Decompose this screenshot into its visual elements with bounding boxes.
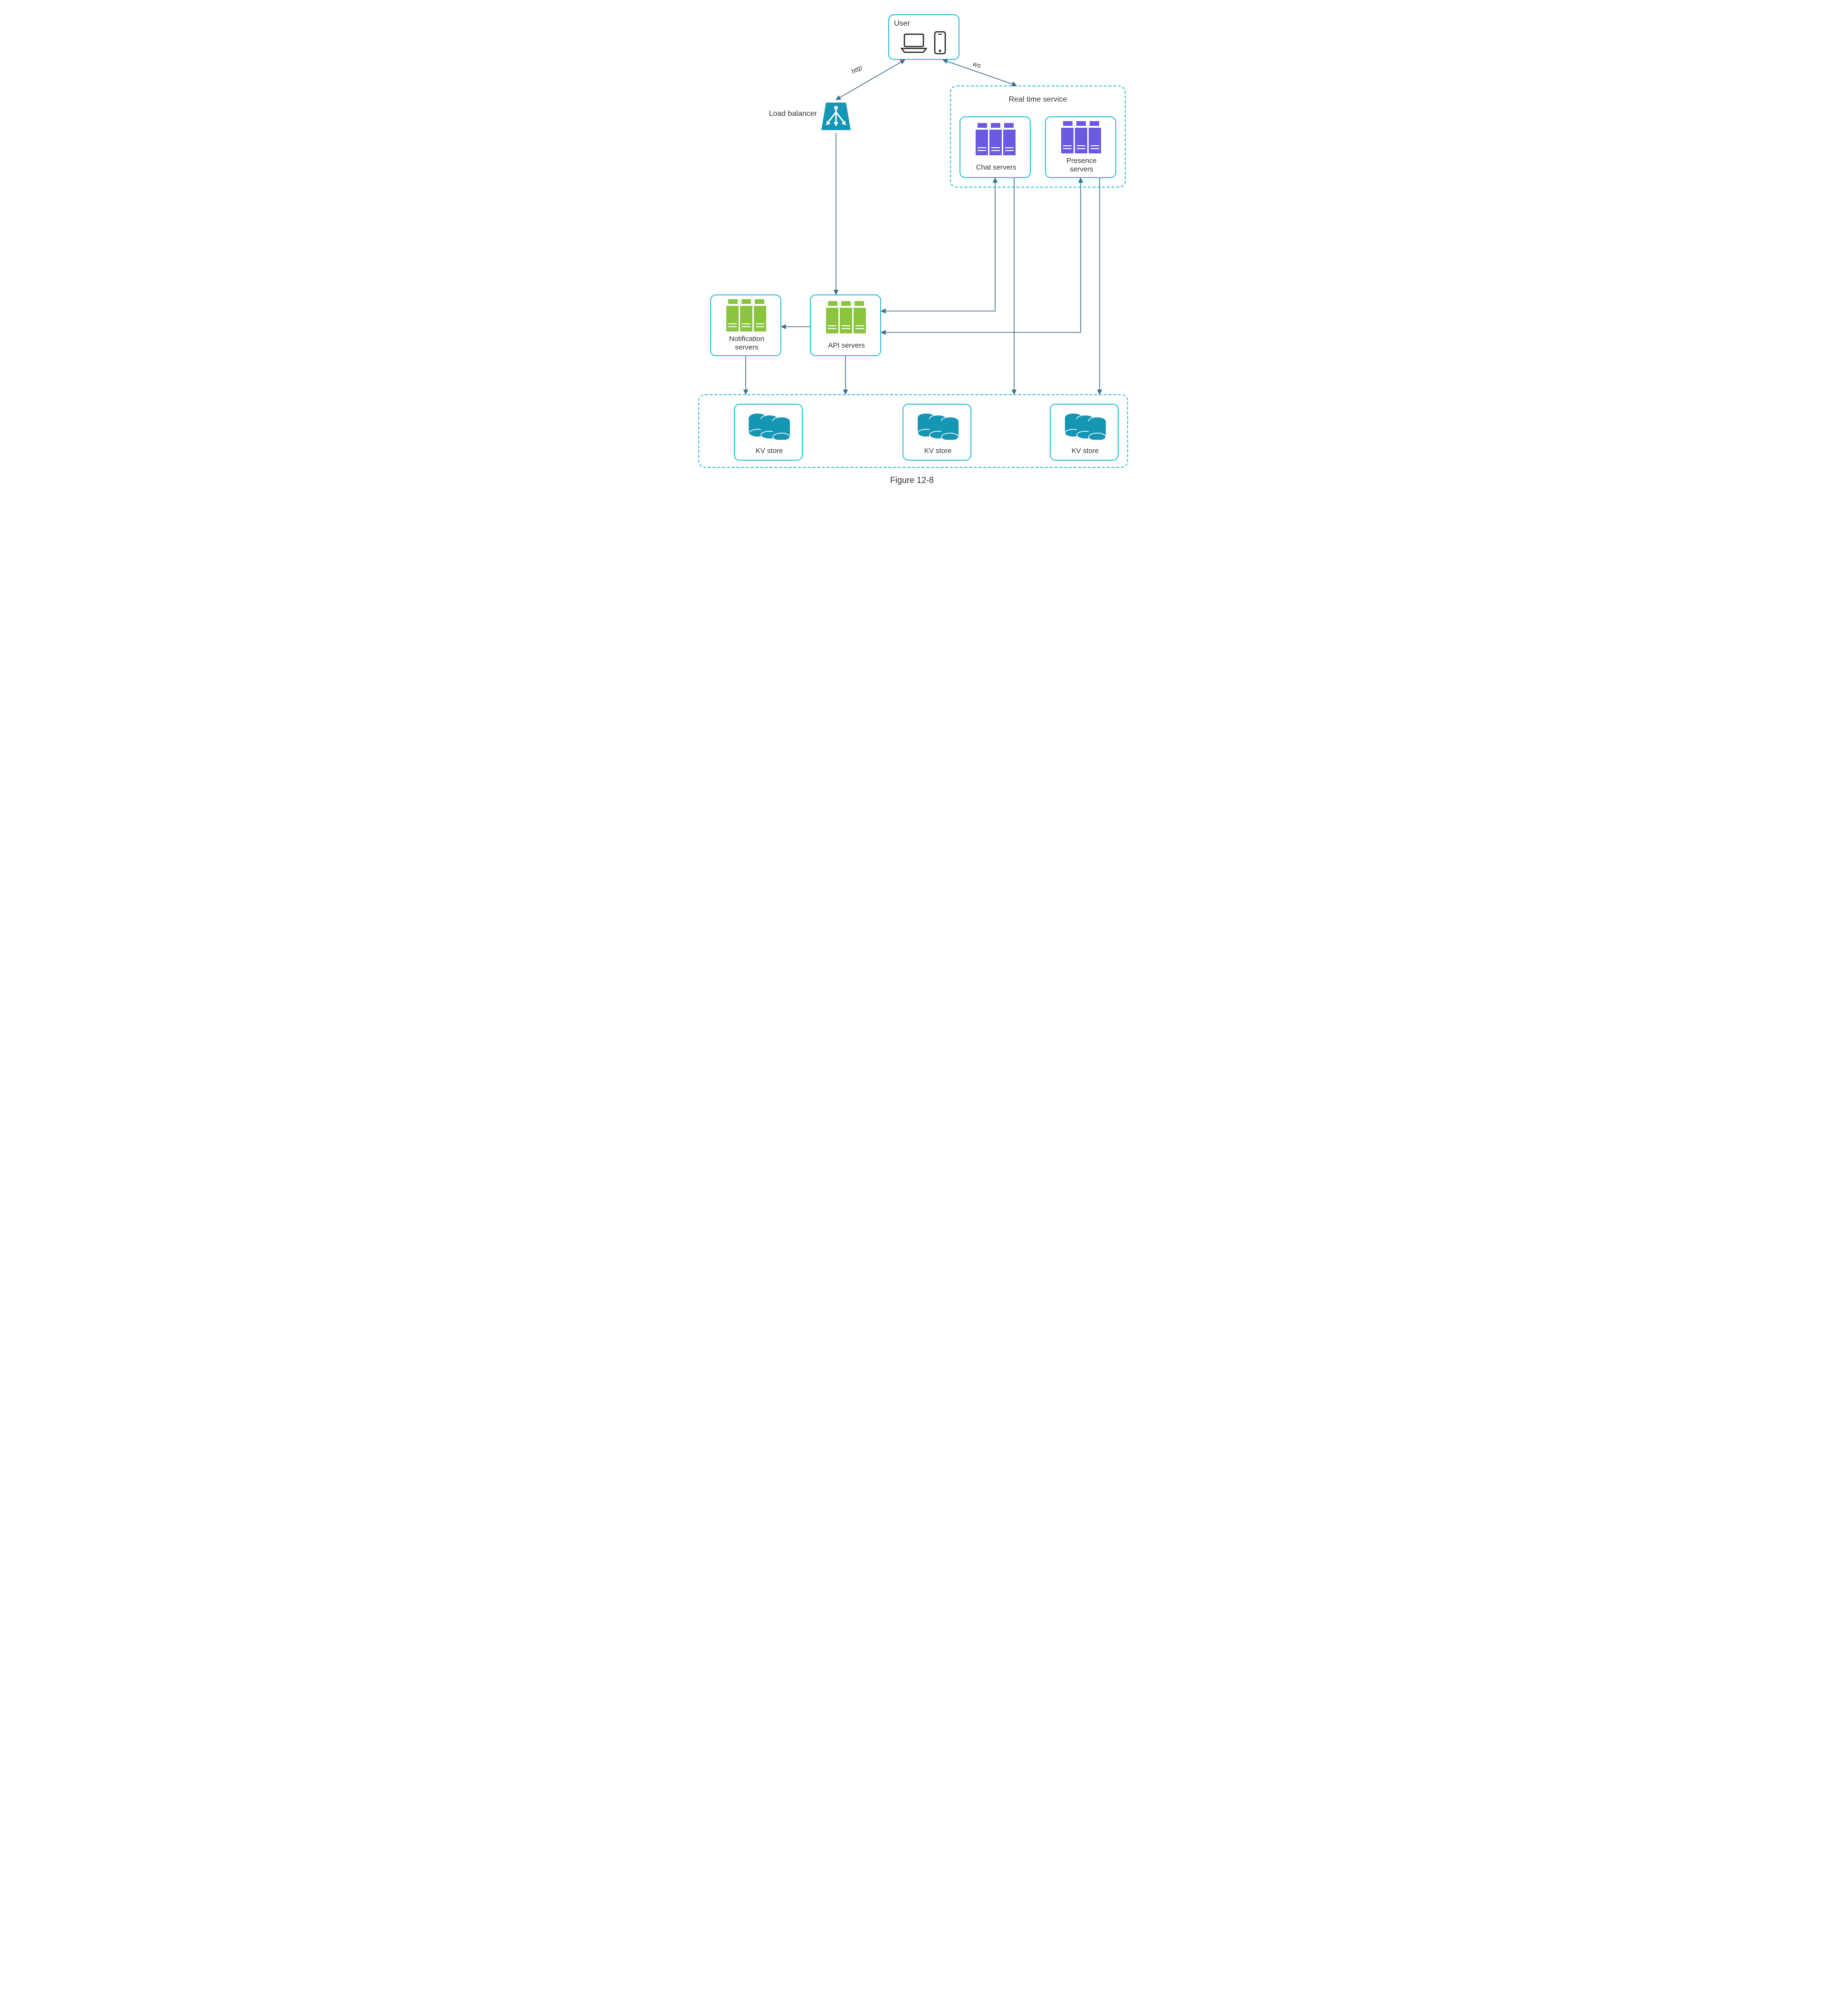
edge-chat-api — [881, 178, 995, 311]
diagram-canvas: User Load balancer Real time service — [684, 0, 1140, 504]
node-kv-store-1: KV store — [734, 404, 803, 461]
database-cluster-icon — [1064, 410, 1107, 440]
server-cluster-icon — [975, 123, 1017, 156]
edge-label-ws: ws — [972, 60, 982, 70]
node-presence-servers: Presence servers — [1045, 116, 1116, 178]
node-chat-servers-label: Chat servers — [960, 163, 1032, 172]
server-cluster-icon — [725, 299, 768, 332]
node-api-servers: API servers — [810, 294, 881, 356]
node-chat-servers: Chat servers — [960, 116, 1031, 178]
database-cluster-icon — [917, 410, 960, 440]
load-balancer-label: Load balancer — [755, 109, 817, 119]
edge-label-http: http — [850, 64, 864, 76]
node-kv-store-2: KV store — [902, 404, 971, 461]
figure-caption: Figure 12-8 — [684, 475, 1140, 486]
edge-presence-api — [881, 178, 1081, 332]
edge-user-lb — [836, 60, 905, 100]
laptop-icon — [900, 32, 928, 54]
node-notification-servers-label: Notification servers — [711, 335, 782, 353]
node-kv-store-3-label: KV store — [1051, 447, 1120, 456]
node-api-servers-label: API servers — [811, 341, 882, 350]
node-kv-store-1-label: KV store — [735, 447, 804, 456]
load-balancer-icon — [819, 100, 853, 133]
node-user: User — [888, 14, 960, 60]
phone-icon — [933, 30, 947, 55]
node-presence-servers-label: Presence servers — [1046, 157, 1117, 175]
node-kv-store-3: KV store — [1050, 404, 1119, 461]
server-cluster-icon — [1060, 121, 1103, 154]
database-cluster-icon — [748, 410, 791, 440]
node-notification-servers: Notification servers — [710, 294, 781, 356]
server-cluster-icon — [825, 301, 868, 334]
node-user-label: User — [894, 19, 910, 28]
node-kv-store-2-label: KV store — [903, 447, 972, 456]
group-realtime-service-label: Real time service — [950, 95, 1126, 104]
